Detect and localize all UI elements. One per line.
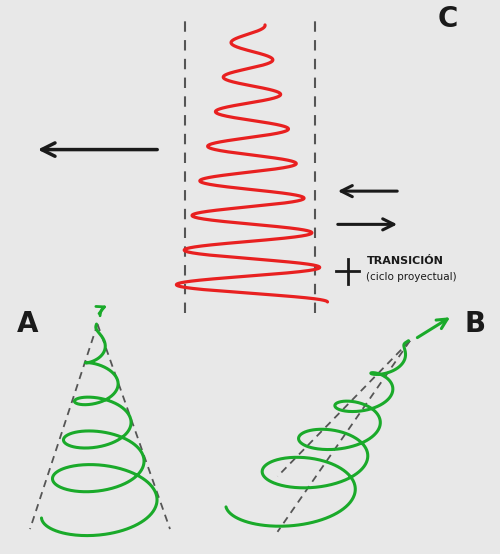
Text: B: B	[464, 310, 485, 338]
Text: C: C	[438, 6, 458, 33]
Text: A: A	[17, 310, 38, 338]
Text: TRANSICIÓN: TRANSICIÓN	[366, 257, 444, 266]
Text: (ciclo proyectual): (ciclo proyectual)	[366, 272, 457, 282]
